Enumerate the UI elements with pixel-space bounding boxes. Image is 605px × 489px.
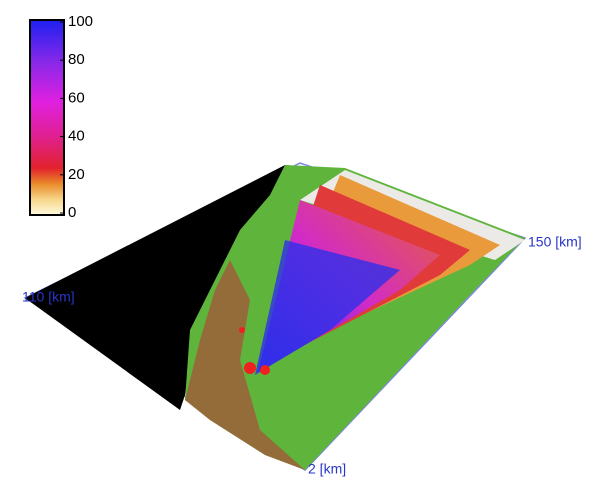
terrain xyxy=(25,163,525,470)
axis-label: 150 [km] xyxy=(528,234,582,250)
tick-label: 80 xyxy=(68,51,85,68)
axis-label: 110 [km] xyxy=(22,289,75,305)
tick-label: 60 xyxy=(68,89,85,106)
tick-label: 40 xyxy=(68,128,85,145)
visualization: 0 20 40 60 80 100 110 [km] 150 [km] 2 [km] xyxy=(0,0,605,489)
colorbar xyxy=(30,20,64,215)
tick-label: 20 xyxy=(68,166,85,183)
axis-label: 2 [km] xyxy=(308,461,346,477)
tick-label: 100 xyxy=(68,13,93,30)
tick-label: 0 xyxy=(68,204,76,221)
